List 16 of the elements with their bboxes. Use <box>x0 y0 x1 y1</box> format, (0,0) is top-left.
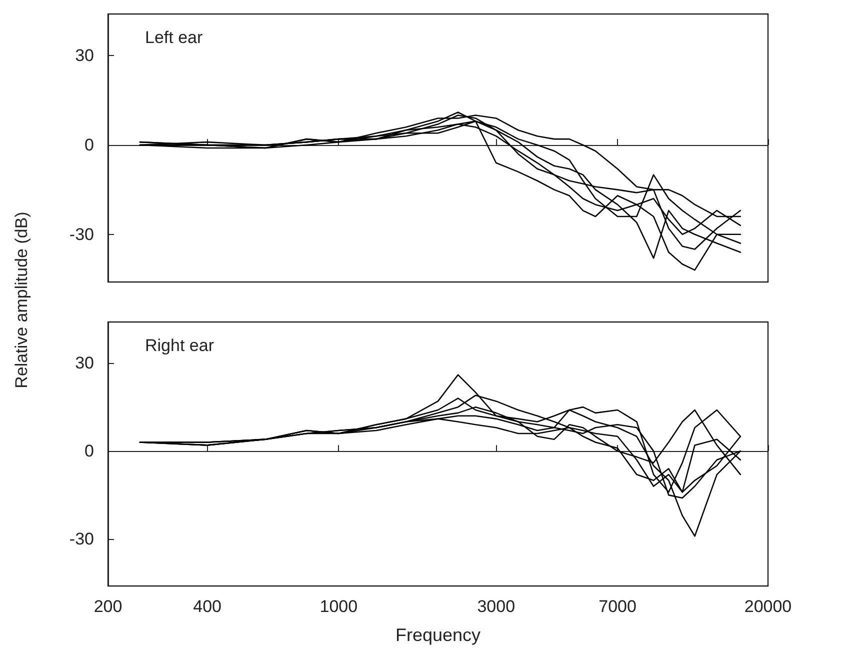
y-tick-label: 30 <box>75 46 94 66</box>
x-tick-label: 3000 <box>477 597 516 616</box>
text: Left ear <box>145 28 203 47</box>
x-axis-title: Frequency <box>395 625 481 645</box>
y-axis-title: Relative amplitude (dB) <box>12 212 32 388</box>
x-tick-label: 200 <box>94 597 122 616</box>
x-tick-label: 7000 <box>598 597 636 616</box>
y-tick-label: 0 <box>84 442 94 461</box>
y-tick-label: -30 <box>69 224 94 244</box>
y-tick-label: 0 <box>84 136 94 155</box>
y-tick-label: 30 <box>75 354 94 373</box>
x-tick-label: 20000 <box>744 597 792 616</box>
x-tick-label: 1000 <box>320 597 358 616</box>
text: Right ear <box>145 336 214 355</box>
x-tick-label: 400 <box>193 597 222 616</box>
y-tick-label: -30 <box>69 530 94 549</box>
